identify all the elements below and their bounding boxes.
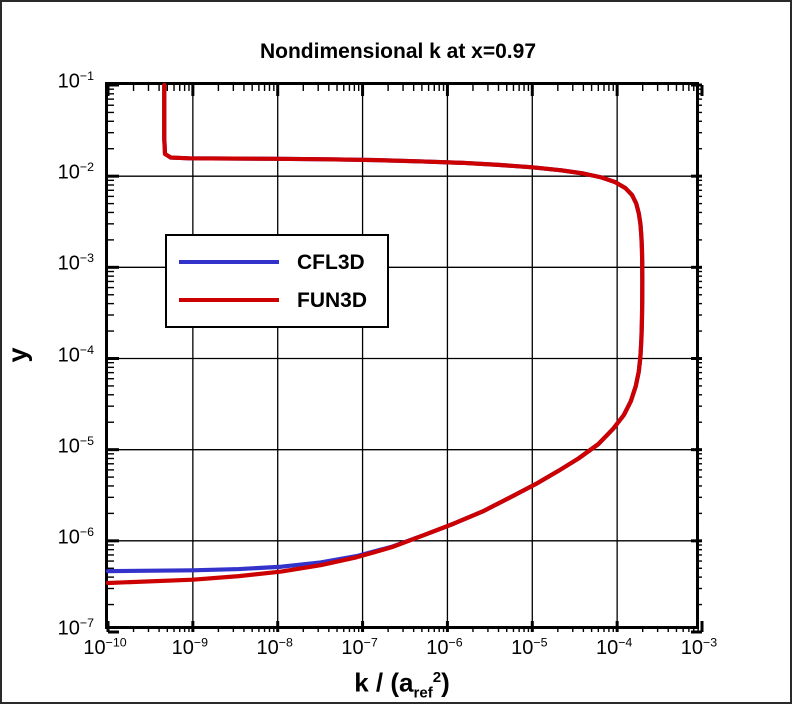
x-axis-title-superscript: 2 — [432, 668, 442, 686]
y-axis-tick-label: 10−5 — [57, 433, 94, 458]
y-axis-tick-label: 10−3 — [57, 251, 94, 275]
x-axis-tick-label: 10−8 — [256, 635, 293, 659]
x-axis-tick-label: 10−4 — [595, 635, 633, 659]
x-axis-tick-label: 10−9 — [171, 635, 209, 659]
plot-area — [105, 82, 704, 634]
x-axis-title-main: k / (a — [354, 667, 414, 698]
axis-ticks — [106, 83, 704, 634]
x-axis-title-close: ) — [441, 667, 450, 698]
y-axis-tick-label: 10−7 — [57, 615, 94, 640]
y-axis-tick-label: 10−4 — [57, 342, 94, 366]
x-axis-tick-label: 10−7 — [341, 635, 378, 659]
x-axis-tick-label: 10−3 — [680, 635, 718, 659]
y-axis-tick-label: 10−1 — [57, 68, 94, 93]
x-axis-title-subscript: ref — [413, 684, 433, 702]
legend-item-fun3d[interactable]: FUN3D — [179, 288, 375, 312]
legend-box: CFL3D FUN3D — [165, 234, 389, 328]
x-axis-tick-label: 10−5 — [511, 635, 548, 659]
page-title: Nondimensional k at x=0.97 — [259, 40, 536, 63]
y-axis-title: y — [2, 347, 33, 363]
y-axis-tick-label: 10−6 — [57, 524, 94, 549]
x-axis-tick-label: 10−6 — [426, 635, 463, 659]
legend-color-swatch — [179, 298, 279, 302]
legend-label: FUN3D — [297, 288, 368, 312]
x-axis-title: k / (aref2) — [354, 667, 450, 702]
legend-color-swatch — [179, 260, 279, 264]
legend-label: CFL3D — [297, 250, 365, 274]
y-axis-tick-label: 10−2 — [57, 160, 94, 184]
x-axis-tick-label: 10−10 — [83, 635, 127, 659]
legend-item-cfl3d[interactable]: CFL3D — [179, 250, 375, 274]
data-curves — [105, 82, 645, 586]
